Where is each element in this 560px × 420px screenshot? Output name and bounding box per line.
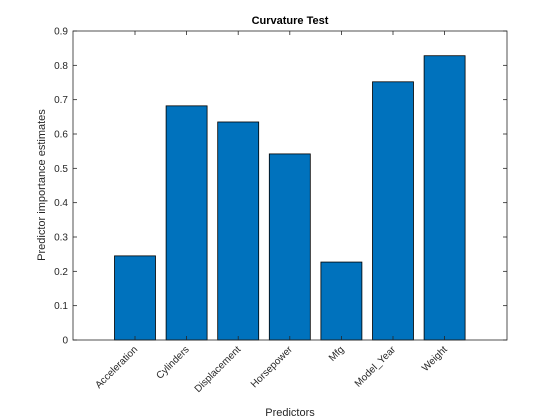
y-tick-label: 0.1 [54, 301, 68, 312]
y-tick-labels: 0 0.1 0.2 0.3 0.4 0.5 0.6 0.7 0.8 0.9 [54, 27, 68, 347]
y-tick-label: 0.5 [54, 164, 68, 175]
bars-group [114, 55, 466, 341]
y-tick-label: 0.6 [54, 130, 68, 141]
y-axis-label: Predictor importance estimates [36, 109, 48, 261]
bar-acceleration [114, 255, 156, 341]
axes-group [72, 30, 508, 341]
x-axis-label: Predictors [265, 407, 315, 419]
bar-mfg [320, 261, 363, 341]
chart-title: Curvature Test [252, 15, 329, 27]
y-tick-label: 0.4 [54, 198, 68, 209]
y-tick-label: 0.7 [54, 95, 68, 106]
bar-weight [423, 55, 466, 341]
y-tick-label: 0.8 [54, 61, 68, 72]
bar-cylinders [165, 105, 208, 341]
y-tick-label: 0.3 [54, 233, 68, 244]
y-tick-label: 0 [62, 336, 68, 347]
bar-horsepower [268, 153, 311, 341]
y-tick-label: 0.2 [54, 267, 68, 278]
bar-displacement [217, 121, 260, 341]
y-tick-label: 0.9 [54, 27, 68, 38]
bar-model-year [372, 81, 414, 341]
